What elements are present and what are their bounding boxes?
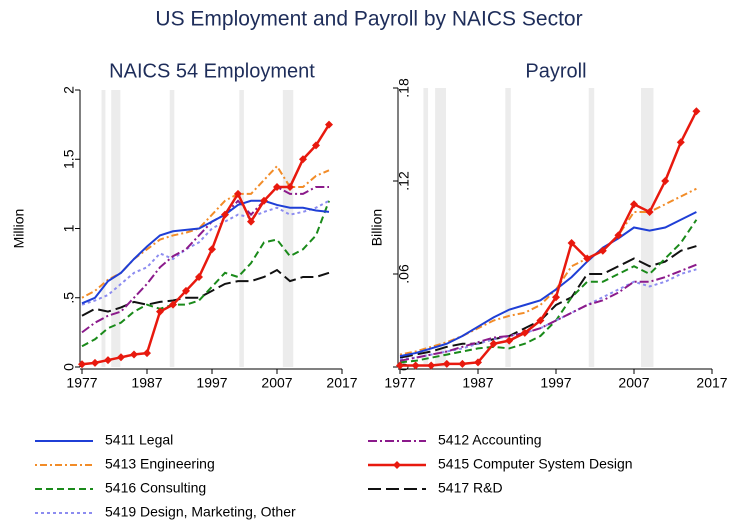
series-line	[81, 185, 329, 334]
recession-band	[101, 90, 106, 367]
x-tick-label: 1977	[384, 375, 415, 391]
series-line	[399, 187, 697, 356]
marker	[692, 107, 701, 116]
marker	[598, 246, 607, 255]
marker	[505, 336, 514, 345]
x-tick-label: 1987	[131, 375, 162, 391]
series-line	[81, 199, 330, 305]
series-line	[81, 268, 330, 317]
recession-band	[423, 88, 429, 367]
marker	[247, 217, 255, 226]
recession-band	[111, 90, 121, 367]
marker	[104, 356, 112, 365]
legend-marker	[393, 461, 401, 469]
y-tick-label: .5	[61, 292, 77, 304]
legend-label: 5413 Engineering	[105, 456, 215, 472]
marker	[169, 300, 177, 309]
marker	[536, 316, 545, 325]
x-tick-label: 1977	[66, 375, 97, 391]
marker	[645, 208, 654, 216]
marker	[182, 286, 190, 295]
marker	[156, 307, 164, 316]
marker	[117, 353, 125, 362]
y-tick-label: .18	[396, 78, 412, 98]
marker	[458, 359, 467, 368]
legend-label: 5416 Consulting	[105, 480, 206, 496]
y-axis-title: Billion	[369, 209, 385, 246]
series-line	[399, 219, 698, 364]
recession-band	[282, 90, 294, 367]
marker	[260, 196, 268, 205]
y-axis-title: Million	[11, 209, 27, 249]
x-tick-label: 2017	[696, 375, 727, 391]
marker	[208, 245, 216, 254]
legend-label: 5417 R&D	[438, 480, 503, 496]
series-line	[81, 199, 330, 306]
legend-label: 5412 Accounting	[438, 432, 542, 448]
series-line	[399, 245, 697, 359]
marker	[396, 361, 404, 370]
marker	[427, 361, 436, 370]
x-tick-label: 1997	[196, 375, 227, 391]
marker	[661, 177, 670, 185]
x-tick-label: 2007	[261, 375, 292, 391]
x-tick-label: 2007	[618, 375, 649, 391]
marker	[520, 328, 529, 337]
y-tick-label: 0	[61, 363, 77, 371]
marker	[676, 138, 685, 147]
recession-band	[588, 88, 595, 367]
marker	[325, 120, 333, 129]
legend-label: 5419 Design, Marketing, Other	[105, 504, 296, 520]
marker	[474, 358, 482, 367]
marker	[552, 293, 560, 302]
marker	[614, 231, 623, 240]
marker	[312, 141, 320, 150]
marker	[195, 272, 203, 281]
x-tick-label: 2017	[326, 375, 357, 391]
marker	[567, 239, 576, 247]
y-tick-label: 1	[61, 224, 77, 232]
marker	[78, 360, 86, 369]
x-tick-label: 1997	[540, 375, 571, 391]
chart-title: US Employment and Payroll by NAICS Secto…	[155, 8, 582, 31]
series-line	[399, 211, 697, 358]
recession-band	[169, 90, 175, 367]
y-tick-label: 2	[61, 86, 77, 94]
marker	[442, 359, 451, 368]
series-line	[399, 263, 697, 362]
marker	[234, 189, 242, 198]
subplot-title: NAICS 54 Employment	[109, 60, 315, 82]
recession-band	[505, 88, 511, 367]
y-tick-label: 1.5	[61, 149, 77, 169]
marker	[583, 254, 592, 263]
legend-label: 5415 Computer System Design	[438, 456, 633, 472]
legend-label: 5411 Legal	[105, 432, 173, 448]
series-line	[81, 164, 330, 299]
recession-band	[641, 88, 654, 367]
y-tick-label: .12	[396, 171, 412, 191]
marker	[630, 200, 638, 209]
series-line	[81, 200, 330, 348]
marker	[143, 349, 151, 358]
y-tick-label: .06	[396, 264, 412, 284]
marker	[273, 182, 281, 191]
marker	[489, 339, 498, 348]
recession-band	[435, 88, 447, 367]
y-tick-label: 0	[396, 363, 412, 371]
marker	[286, 182, 294, 191]
recession-band	[239, 90, 244, 367]
x-tick-label: 1987	[462, 375, 493, 391]
marker	[221, 210, 229, 219]
marker	[299, 155, 307, 164]
marker	[411, 361, 420, 370]
marker	[130, 350, 138, 359]
subplot-title: Payroll	[525, 60, 586, 82]
marker	[91, 358, 99, 367]
